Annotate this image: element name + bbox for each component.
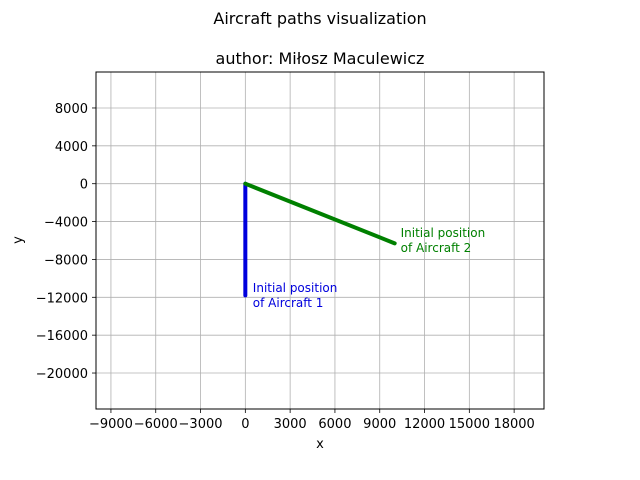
x-tick-label: −9000 [89, 417, 133, 432]
plot-frame [95, 71, 545, 410]
aircraft-1-annotation: Initial position [253, 281, 338, 295]
chart-title: Aircraft paths visualization [213, 9, 426, 28]
aircraft-1-annotation: of Aircraft 1 [253, 296, 324, 310]
y-axis-label: y [11, 236, 26, 244]
y-tick-label: 4000 [55, 140, 88, 155]
grid [96, 72, 544, 409]
x-tick-label: 15000 [449, 417, 490, 432]
y-tick-label: −20000 [36, 367, 88, 382]
x-axis: −9000 −6000 −3000 0 3000 6000 9000 12000 15000 18… [89, 409, 535, 432]
aircraft-2-path [243, 181, 397, 246]
y-tick-label: −8000 [44, 253, 88, 268]
x-tick-label: 18000 [493, 417, 534, 432]
x-tick-label: 3000 [274, 417, 307, 432]
y-tick-label: −4000 [44, 216, 88, 231]
x-tick-label: 6000 [318, 417, 351, 432]
x-tick-label: −6000 [134, 417, 178, 432]
y-tick-label: 8000 [55, 102, 88, 117]
x-tick-label: 12000 [404, 417, 445, 432]
y-tick-label: −12000 [36, 291, 88, 306]
x-tick-label: 9000 [363, 417, 396, 432]
x-tick-label: 0 [241, 417, 249, 432]
y-axis: 8000 4000 0 −4000 −8000 −12000 −16000 −20000 [36, 102, 96, 382]
aircraft-2-annotation: of Aircraft 2 [401, 241, 472, 255]
x-axis-label: x [316, 437, 324, 452]
series-layer [243, 181, 397, 298]
aircraft-2-annotation: Initial position [401, 226, 486, 240]
y-tick-label: −16000 [36, 329, 88, 344]
y-tick-label: 0 [80, 178, 88, 193]
x-tick-label: −3000 [179, 417, 223, 432]
chart-subtitle: author: Miłosz Maculewicz [216, 49, 425, 68]
